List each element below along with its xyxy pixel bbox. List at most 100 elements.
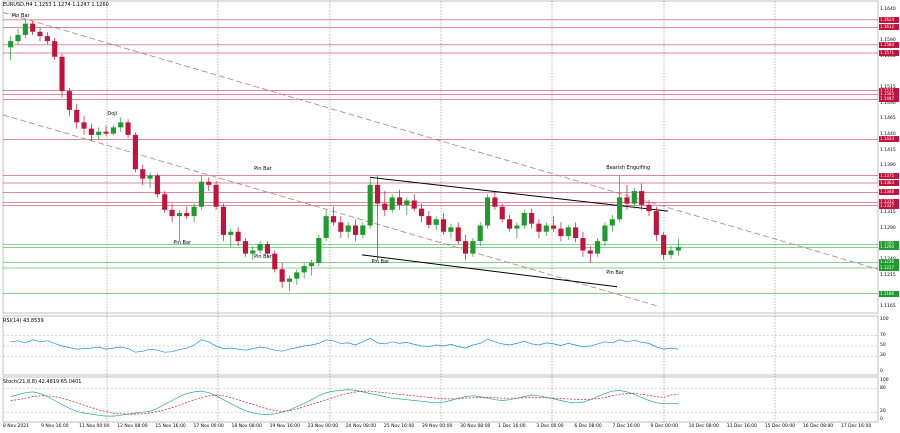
date-axis-label: 1 Dec 16:00 (498, 424, 526, 429)
candle-body (132, 134, 138, 170)
candle-body (529, 213, 535, 224)
candle-body (8, 41, 14, 48)
candle-body (492, 197, 498, 207)
date-axis-label: 15 Dec 00:00 (764, 424, 796, 429)
level-price-tag: 1.1348 (879, 189, 899, 196)
rsi-tick-label: 50 (880, 343, 886, 348)
level-price-tag: 1.1332 (879, 199, 899, 206)
candle-body (37, 31, 43, 37)
price-tick-label: 1.1440 (880, 131, 896, 137)
stoch-tick-label: 0 (880, 417, 883, 422)
candle-body (330, 216, 337, 223)
candle-body (169, 209, 175, 217)
candle-body (59, 56, 65, 92)
stoch-tick-label: 80 (880, 385, 886, 391)
price-tick-label: 1.1165 (880, 303, 896, 309)
symbol-info: EURUSD,H4 1.1253 1.1274 1.1247 1.1260 (3, 2, 109, 8)
candle-body (587, 250, 593, 254)
candle-body (81, 122, 87, 129)
level-price-tag: 1.1265 (879, 241, 899, 248)
candle-body (316, 238, 322, 263)
price-tick-label: 1.1640 (880, 6, 896, 12)
date-axis-label: 18 Nov 08:00 (231, 424, 262, 429)
rsi-tick-label: 0 (880, 369, 883, 374)
pattern-annotation: Doji (107, 111, 118, 118)
candle-body (162, 194, 168, 210)
candle-body (639, 191, 645, 205)
candle-body (646, 204, 652, 212)
price-tick-label: 1.1590 (880, 38, 896, 44)
level-price-tag: 1.1260 (879, 244, 899, 251)
pattern-annotation: Pin Bar (173, 240, 192, 247)
candle-body (653, 211, 659, 235)
level-price-tag: 1.1375 (879, 172, 899, 179)
candle-body (301, 266, 307, 273)
candle-body (565, 227, 571, 237)
date-axis-label: 9 Nov 16:00 (41, 424, 69, 429)
candle-body (470, 241, 476, 254)
candle-body (551, 225, 557, 229)
stoch-label: Stoch(21,8,8) 42.4819 65.0401 (3, 379, 82, 385)
level-price-tag: 1.1227 (879, 265, 899, 271)
candle-body (294, 272, 300, 279)
candle-body (191, 206, 197, 217)
candle-body (184, 213, 190, 217)
candle-body (668, 250, 674, 255)
candle-body (220, 206, 227, 235)
candle-body (580, 238, 586, 251)
candle-body (426, 216, 432, 225)
candle-body (367, 184, 373, 226)
candle-body (235, 231, 241, 242)
date-axis-label: 15 Nov 16:00 (155, 424, 186, 429)
candle-body (433, 219, 439, 225)
candle-body (573, 227, 579, 238)
rsi-label: RSI(14) 43.8539 (3, 318, 44, 324)
price-tick-label: 1.1215 (880, 272, 896, 278)
date-axis-label: 12 Nov 08:00 (117, 424, 148, 429)
candle-body (44, 36, 50, 42)
level-price-tag: 1.1363 (879, 180, 899, 186)
candle-body (279, 269, 285, 282)
date-axis-label: 6 Dec 08:00 (574, 424, 602, 429)
level-price-tag: 1.1612 (879, 24, 899, 31)
candle-body (617, 197, 623, 220)
level-price-tag: 1.1236 (879, 259, 899, 266)
date-axis-label: 19 Nov 16:00 (269, 424, 300, 429)
candle-body (631, 191, 637, 204)
level-price-tag: 1.1505 (879, 91, 899, 98)
candle-body (88, 128, 94, 135)
candle-body (609, 219, 615, 226)
candle-body (308, 263, 315, 267)
date-axis-label: 13 Dec 16:00 (726, 424, 757, 429)
candle-body (536, 223, 542, 232)
date-axis-label: 16 Dec 08:00 (802, 424, 834, 429)
candle-body (389, 197, 395, 210)
pattern-annotation: Pin Bar (254, 166, 272, 173)
candle-body (558, 228, 564, 237)
rsi-pane-frame (2, 315, 879, 376)
candle-body (66, 91, 72, 110)
price-tick-label: 1.1465 (880, 116, 896, 122)
candle-body (675, 247, 681, 251)
candle-body (382, 203, 388, 210)
candle-body (602, 225, 608, 242)
pattern-annotation: Pin Bar (606, 269, 624, 276)
candle-body (448, 227, 454, 232)
candle-body (206, 181, 212, 185)
date-axis-label: 7 Dec 16:00 (612, 424, 640, 429)
candle-body (661, 234, 667, 255)
stoch-pane-frame (2, 376, 879, 423)
candle-body (455, 227, 461, 242)
channel-lower-line (361, 254, 618, 288)
rsi-line (10, 337, 679, 353)
candle-body (462, 241, 469, 254)
candle-body (22, 23, 28, 35)
rsi-tick-label: 70 (880, 332, 886, 338)
candle-body (514, 225, 520, 229)
level-price-tag: 1.1186 (879, 290, 899, 297)
candle-body (242, 241, 249, 254)
level-price-tag: 1.1624 (879, 16, 899, 23)
candle-body (74, 109, 80, 123)
